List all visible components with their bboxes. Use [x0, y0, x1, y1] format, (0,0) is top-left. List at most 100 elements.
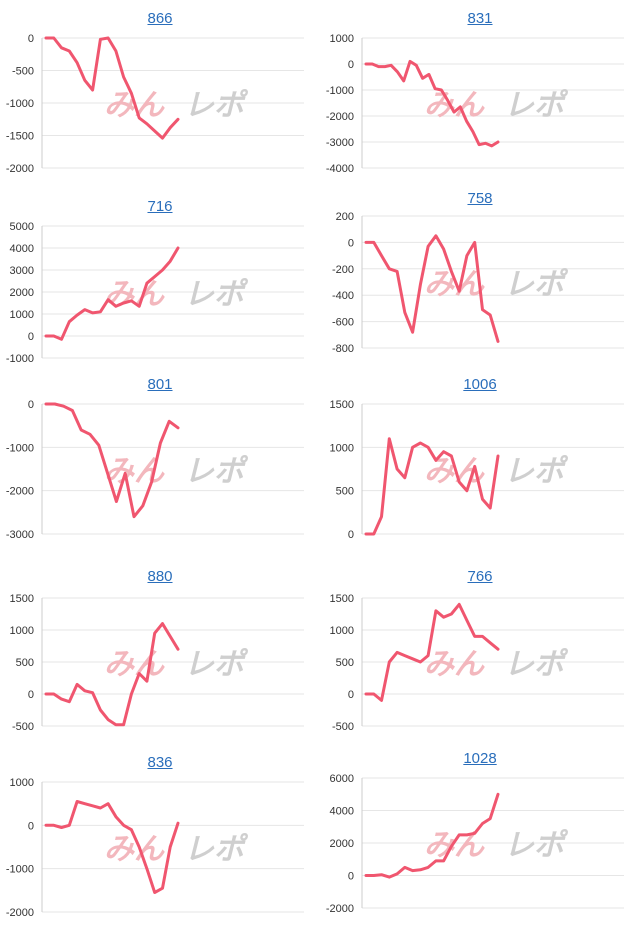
y-tick-label: 0 — [28, 689, 34, 701]
y-tick-label: 2000 — [10, 287, 34, 299]
watermark-logo: レポ — [184, 455, 249, 488]
y-tick-label: 4000 — [330, 806, 354, 818]
y-tick-label: 1500 — [10, 593, 34, 605]
y-tick-label: 0 — [28, 399, 34, 411]
chart-panel-836: 836 1000 0 -1000 -2000 みん レポ — [0, 754, 320, 930]
y-tick-label: -2000 — [326, 903, 354, 915]
y-tick-label: -1000 — [6, 442, 34, 454]
y-tick-label: 1000 — [330, 33, 354, 45]
y-tick-label: -200 — [332, 264, 354, 276]
y-tick-label: 1000 — [10, 777, 34, 789]
line-chart: 200 0 -200 -400 -600 -800 みん レポ — [332, 211, 624, 355]
chart-panel-801: 801 0 -1000 -2000 -3000 みん レポ — [0, 376, 320, 552]
y-tick-label: -2000 — [6, 486, 34, 498]
y-tick-label: 500 — [336, 486, 354, 498]
y-tick-label: -800 — [332, 343, 354, 355]
y-tick-label: 1000 — [10, 309, 34, 321]
y-tick-label: 0 — [28, 820, 34, 832]
chart-panel-1006: 1006 1500 1000 500 0 みん レポ — [320, 376, 640, 552]
y-tick-label: -1500 — [6, 131, 34, 143]
chart-panel-1028: 1028 6000 4000 2000 0 -2000 みん レポ — [320, 750, 640, 926]
series-line — [364, 234, 500, 343]
chart-title-link[interactable]: 880 — [147, 568, 173, 585]
line-chart: 5000 4000 3000 2000 1000 0 -1000 みん レポ — [6, 221, 304, 365]
watermark-logo: レポ — [504, 829, 569, 862]
watermark-logo: みん — [424, 89, 485, 122]
y-tick-label: 1000 — [330, 625, 354, 637]
chart-title-link[interactable]: 1006 — [463, 376, 497, 393]
chart-title-link[interactable]: 831 — [467, 10, 493, 27]
y-tick-label: -1000 — [6, 864, 34, 876]
y-tick-label: 2000 — [330, 838, 354, 850]
y-tick-label: 500 — [16, 657, 34, 669]
series-line — [364, 602, 500, 702]
watermark-logo: レポ — [184, 833, 249, 866]
chart-title-link[interactable]: 836 — [147, 754, 173, 771]
series-line — [364, 59, 500, 148]
y-tick-label: -1000 — [326, 85, 354, 97]
y-tick-label: 0 — [348, 689, 354, 701]
y-tick-label: -2000 — [6, 163, 34, 175]
series-line — [44, 246, 180, 341]
y-tick-label: -2000 — [6, 907, 34, 919]
watermark-logo: レポ — [184, 89, 249, 122]
chart-panel-880: 880 1500 1000 500 0 -500 みん レポ — [0, 568, 320, 744]
y-tick-label: 0 — [348, 237, 354, 249]
chart-title-link[interactable]: 716 — [147, 198, 173, 215]
y-tick-label: 1500 — [330, 593, 354, 605]
y-tick-label: 6000 — [330, 773, 354, 785]
watermark-logo: レポ — [504, 89, 569, 122]
y-tick-label: 5000 — [10, 221, 34, 233]
chart-panel-766: 766 1500 1000 500 0 -500 みん レポ — [320, 568, 640, 744]
y-tick-label: -500 — [332, 721, 354, 733]
y-tick-label: -3000 — [326, 137, 354, 149]
y-tick-label: 4000 — [10, 243, 34, 255]
y-tick-label: 0 — [28, 33, 34, 45]
watermark-logo: みん — [424, 648, 485, 681]
y-tick-label: -3000 — [6, 529, 34, 541]
chart-title-link[interactable]: 801 — [147, 376, 173, 393]
series-line — [44, 800, 180, 894]
y-tick-label: -500 — [12, 66, 34, 78]
chart-panel-866: 866 0 -500 -1000 -1500 -2000 みん レポ — [0, 8, 320, 184]
watermark-logo: レポ — [184, 278, 249, 311]
series-line — [364, 792, 500, 879]
y-tick-label: -4000 — [326, 163, 354, 175]
y-tick-label: 1000 — [10, 625, 34, 637]
line-chart: 1500 1000 500 0 -500 みん レポ — [10, 593, 304, 733]
watermark-logo: レポ — [504, 648, 569, 681]
series-line — [364, 437, 500, 536]
watermark-logo: みん — [104, 278, 165, 311]
y-tick-label: -600 — [332, 317, 354, 329]
watermark-logo: レポ — [184, 648, 249, 681]
y-tick-label: -400 — [332, 290, 354, 302]
y-tick-label: 3000 — [10, 265, 34, 277]
y-tick-label: -500 — [12, 721, 34, 733]
y-tick-label: -2000 — [326, 111, 354, 123]
watermark-logo: レポ — [504, 268, 569, 301]
y-tick-label: 0 — [348, 529, 354, 541]
y-tick-label: 0 — [348, 871, 354, 883]
series-line — [44, 402, 180, 519]
y-tick-label: 500 — [336, 657, 354, 669]
y-tick-label: 1500 — [330, 399, 354, 411]
watermark-logo: みん — [104, 648, 165, 681]
chart-panel-758: 758 200 0 -200 -400 -600 -800 みん レポ — [320, 190, 640, 366]
y-tick-label: 200 — [336, 211, 354, 223]
y-tick-label: 0 — [28, 331, 34, 343]
y-tick-label: 1000 — [330, 442, 354, 454]
chart-title-link[interactable]: 766 — [467, 568, 493, 585]
chart-title-link[interactable]: 1028 — [463, 750, 497, 767]
y-tick-label: -1000 — [6, 98, 34, 110]
chart-title-link[interactable]: 758 — [467, 190, 493, 207]
y-tick-label: 0 — [348, 59, 354, 71]
line-chart: 1500 1000 500 0 -500 みん レポ — [330, 593, 624, 733]
chart-title-link[interactable]: 866 — [147, 10, 173, 27]
series-line — [44, 36, 180, 140]
